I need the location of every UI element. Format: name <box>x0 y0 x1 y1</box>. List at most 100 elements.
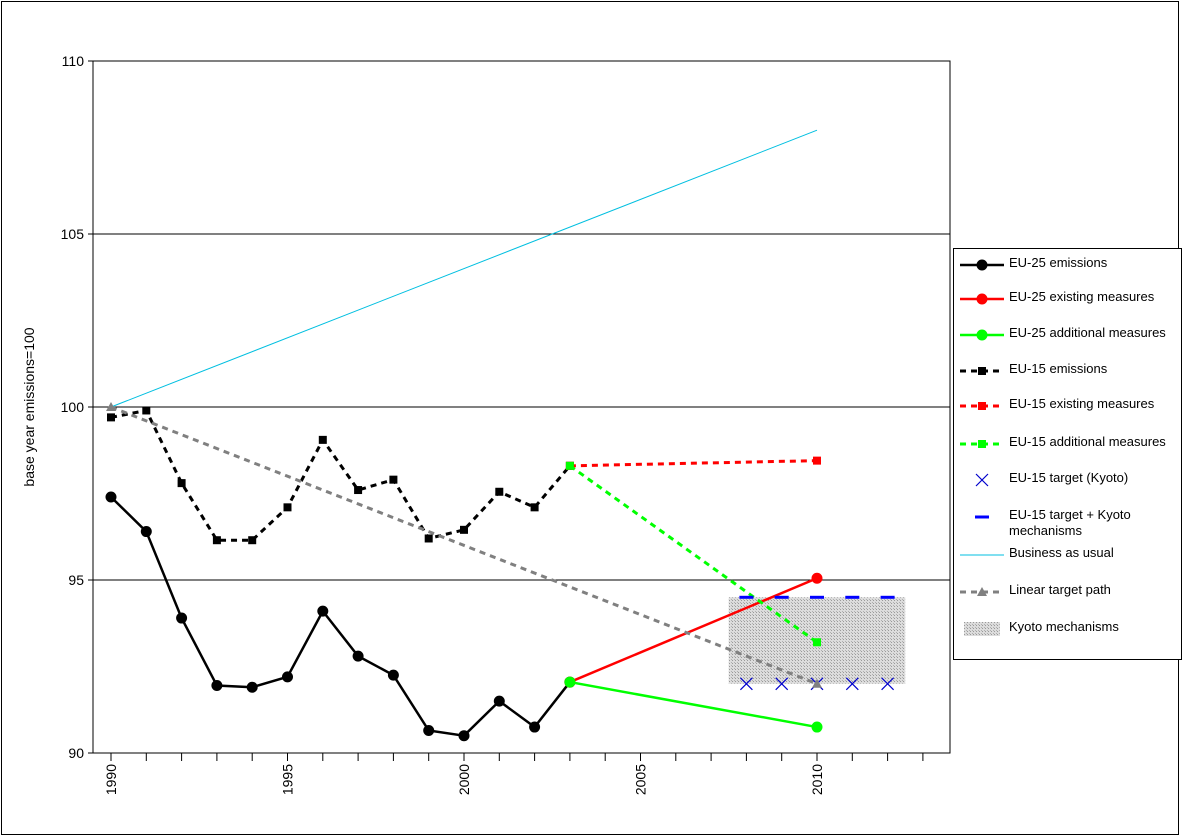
data-point <box>775 677 789 691</box>
legend-item: EU-15 emissions <box>954 361 1182 391</box>
series-line <box>110 129 818 408</box>
data-point <box>212 536 221 545</box>
data-point <box>106 402 116 411</box>
legend-symbol <box>960 440 1004 448</box>
data-point <box>424 534 433 543</box>
series-group <box>105 129 895 742</box>
data-point <box>387 669 399 681</box>
data-point <box>495 487 504 496</box>
data-point <box>564 676 576 688</box>
legend-symbol <box>975 515 989 519</box>
series-6 <box>739 677 895 691</box>
legend-swatch <box>964 622 1000 636</box>
series-line <box>569 464 818 644</box>
y-tick-label: 95 <box>68 572 84 588</box>
data-point <box>529 721 541 733</box>
data-point <box>460 525 468 534</box>
data-point <box>530 503 539 512</box>
data-point <box>352 650 364 662</box>
legend-marker <box>975 473 989 487</box>
data-point <box>140 526 152 538</box>
data-point <box>354 486 363 495</box>
series-5 <box>565 461 821 647</box>
legend-label: EU-15 additional measures <box>1009 434 1166 449</box>
legend-label: EU-15 emissions <box>1009 361 1108 376</box>
legend-symbol <box>964 622 1000 636</box>
legend-symbol <box>960 259 1004 271</box>
legend-label: Kyoto mechanisms <box>1009 619 1119 634</box>
series-8 <box>110 129 818 408</box>
series-line <box>569 577 818 684</box>
y-tick-label: 110 <box>62 53 85 69</box>
x-tick-label: 1990 <box>103 764 119 795</box>
data-point <box>881 677 895 691</box>
legend-item: EU-25 existing measures <box>954 289 1182 319</box>
legend-item: Kyoto mechanisms <box>954 619 1182 649</box>
x-tick-label: 1995 <box>280 764 296 795</box>
legend-item: EU-25 additional measures <box>954 325 1182 355</box>
data-point <box>211 680 223 692</box>
y-axis-title: base year emissions=100 <box>21 327 37 486</box>
data-point <box>317 605 329 617</box>
legend-item: EU-15 target + Kyoto mechanisms <box>954 507 1182 538</box>
data-point <box>177 479 186 488</box>
legend-item: EU-15 target (Kyoto) <box>954 470 1182 500</box>
legend-label: Business as usual <box>1009 545 1114 560</box>
data-point <box>248 536 257 545</box>
legend-symbol <box>960 554 1004 556</box>
legend-symbol <box>975 473 989 487</box>
data-point <box>283 503 292 512</box>
legend-marker <box>978 367 986 375</box>
data-point <box>565 461 574 470</box>
legend-item: Linear target path <box>954 582 1182 612</box>
legend-item: EU-15 additional measures <box>954 434 1182 464</box>
data-point <box>812 678 822 688</box>
data-point <box>811 572 823 584</box>
data-point <box>493 695 505 707</box>
legend-label: EU-15 target (Kyoto) <box>1009 470 1129 485</box>
series-line <box>569 459 818 468</box>
legend-marker <box>976 293 988 305</box>
legend-item: Business as usual <box>954 545 1182 575</box>
legend-label: EU-15 target + Kyoto mechanisms <box>1009 507 1131 538</box>
data-point <box>107 413 115 422</box>
legend-marker <box>976 329 988 341</box>
series-line <box>110 405 818 686</box>
data-point <box>318 435 327 444</box>
legend-label: EU-25 additional measures <box>1009 325 1166 340</box>
series-line <box>569 680 818 729</box>
legend-marker <box>977 587 987 596</box>
axes: 90 95 100 105 110 1990 1995 2000 2005 2010 <box>61 53 950 795</box>
x-tick-label: 2005 <box>633 764 649 795</box>
data-point <box>282 671 293 683</box>
legend-label: EU-25 emissions <box>1009 255 1108 270</box>
legend-item: EU-25 emissions <box>954 255 1182 285</box>
data-point <box>811 721 823 733</box>
data-point <box>813 456 821 465</box>
series-2 <box>564 676 823 733</box>
legend-marker <box>978 402 986 410</box>
data-point <box>246 681 258 693</box>
legend-label: EU-15 existing measures <box>1009 396 1155 411</box>
series-0 <box>105 491 576 742</box>
legend-symbol <box>960 293 1004 305</box>
gridlines <box>93 60 950 581</box>
series-9 <box>106 402 822 688</box>
data-point <box>105 491 117 503</box>
y-tick-label: 100 <box>61 399 85 415</box>
data-point <box>458 730 470 742</box>
series-line <box>110 496 571 738</box>
legend-marker <box>976 259 988 271</box>
data-point <box>423 725 435 737</box>
data-point <box>813 638 821 647</box>
legend-item: EU-15 existing measures <box>954 396 1182 426</box>
data-point <box>389 475 398 484</box>
y-tick-label: 90 <box>68 745 84 761</box>
y-tick-label: 105 <box>61 226 85 242</box>
legend-label: Linear target path <box>1009 582 1111 597</box>
data-point <box>845 677 859 691</box>
legend-symbol <box>960 329 1004 341</box>
series-line <box>110 408 572 542</box>
legend: EU-25 emissions EU-25 existing measures EU… <box>953 248 1182 660</box>
